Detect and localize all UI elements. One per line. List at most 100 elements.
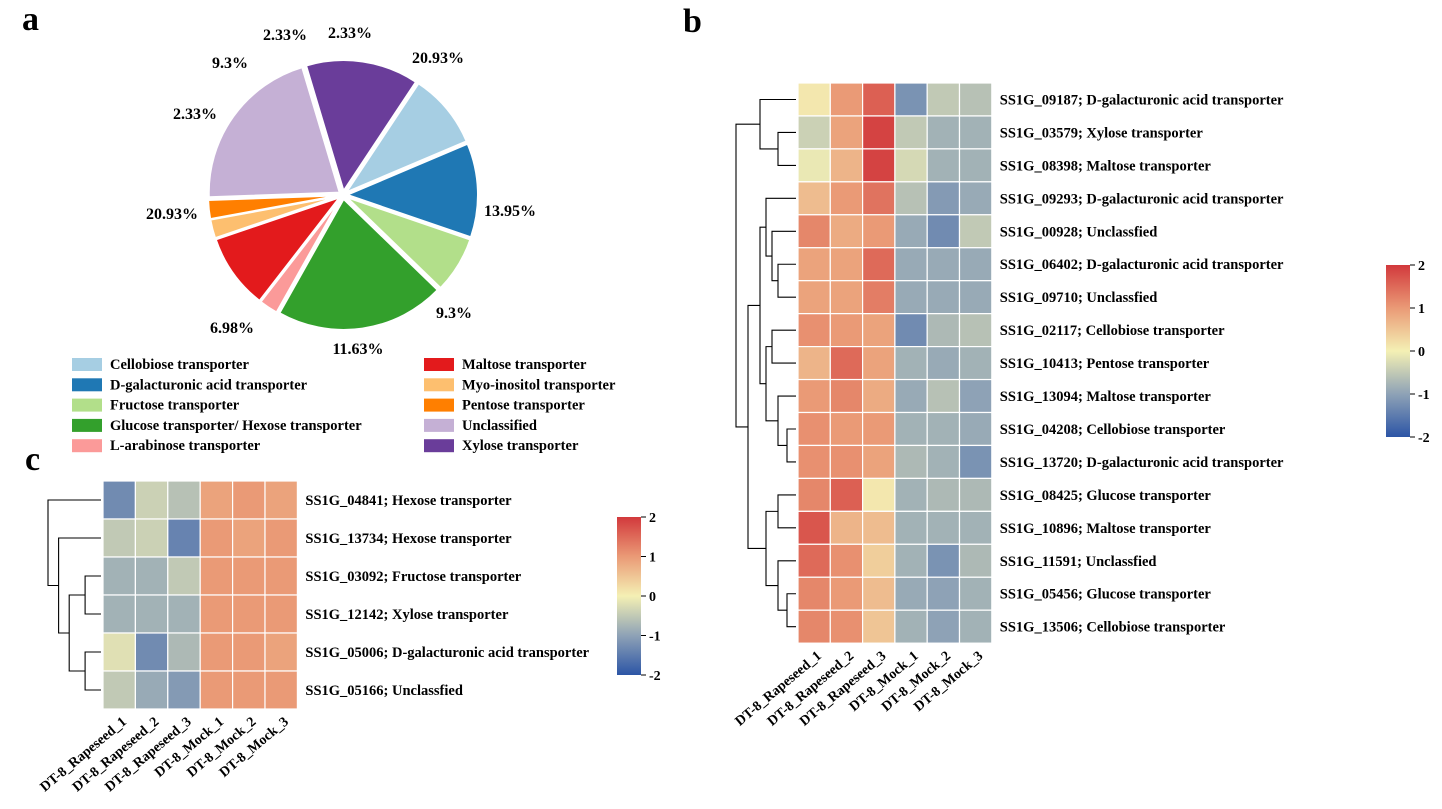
heatmap-cell	[797, 576, 831, 611]
dendrogram-branch	[771, 230, 796, 282]
heatmap-cell	[861, 444, 896, 480]
heatmap-cell	[958, 378, 993, 414]
pie-slice	[259, 197, 342, 314]
heatmap-cell	[958, 576, 993, 611]
pie-slice	[343, 81, 469, 195]
heatmap-cell	[958, 247, 993, 282]
heatmap-cell	[958, 115, 993, 150]
pie-legend: Cellobiose transporter D-galacturonic aci…	[72, 357, 616, 454]
heatmap-cell	[926, 181, 961, 216]
pie-percent-label: 9.3%	[212, 55, 248, 72]
heatmap-cell	[861, 280, 896, 315]
dendrogram-branch	[747, 304, 766, 549]
heatmap-cell	[829, 378, 864, 414]
heatmap-cell	[958, 82, 993, 117]
pie-slice	[304, 59, 418, 194]
heatmap-cell	[958, 313, 993, 348]
pie-chart	[207, 59, 479, 331]
legend-label: Maltose transporter	[462, 357, 587, 373]
row-label: SS1G_10896; Maltose transporter	[1000, 521, 1212, 537]
row-labels-b: SS1G_09187; D-galacturonic acid transpor…	[1000, 92, 1284, 635]
legend-label: Pentose transporter	[462, 398, 585, 414]
heatmap-cell	[264, 670, 299, 710]
dendrogram-branch	[84, 651, 101, 691]
heatmap-cell	[958, 510, 993, 545]
heatmap-cell	[829, 346, 864, 381]
legend-label: Glucose transporter/ Hexose transporter	[110, 418, 362, 434]
heatmap-cell	[926, 444, 961, 480]
row-label: SS1G_06402; D-galacturonic acid transpor…	[1000, 257, 1284, 273]
pie-slice	[277, 197, 440, 331]
heatmap-cell	[861, 477, 896, 512]
legend-label: L-arabinose transporter	[110, 438, 261, 454]
row-label: SS1G_04841; Hexose transporter	[305, 493, 512, 509]
pie-slice	[345, 196, 472, 290]
heatmap-cell	[894, 313, 928, 348]
row-dendrogram-c	[47, 499, 101, 691]
heatmap-cell	[829, 214, 864, 249]
heatmap-cell	[797, 543, 831, 578]
legend-swatch	[424, 378, 454, 392]
heatmap-cell	[926, 280, 961, 315]
heatmap-cell	[264, 594, 299, 634]
heatmap-cell	[926, 214, 961, 249]
heatmap-cell	[926, 313, 961, 348]
heatmap-cell	[264, 480, 299, 520]
row-label: SS1G_13720; D-galacturonic acid transpor…	[1000, 455, 1284, 471]
heatmap-cell	[829, 609, 864, 644]
heatmap-cell	[926, 609, 961, 644]
heatmap-cell	[102, 670, 137, 710]
colorbar-b: 2 1 0 -1 -2	[1386, 259, 1430, 446]
heatmap-cell	[829, 82, 864, 117]
legend-label: Xylose transporter	[462, 438, 579, 454]
row-label: SS1G_11591; Unclassfied	[1000, 554, 1157, 570]
heatmap-cell	[199, 556, 234, 596]
heatmap-cell	[861, 609, 896, 644]
heatmap-cell	[861, 115, 896, 150]
heatmap-cell	[861, 378, 896, 414]
heatmap-cell	[102, 480, 137, 520]
colorbar-tick-label: 0	[1418, 345, 1425, 360]
heatmap-cell	[861, 148, 896, 183]
heatmap-cell	[829, 576, 864, 611]
colorbar-gradient	[1386, 265, 1410, 437]
heatmap-cell	[829, 247, 864, 282]
heatmap-cell	[926, 82, 961, 117]
heatmap-cell	[232, 518, 266, 558]
legend-swatch	[424, 439, 454, 453]
heatmap-cell	[829, 444, 864, 480]
heatmap-cell	[894, 214, 928, 249]
heatmap-cell	[134, 480, 169, 520]
column-labels-b: DT-8_Rapeseed_1DT-8_Rapeseed_2DT-8_Rapes…	[733, 649, 987, 730]
colorbar-tick-label: 2	[649, 511, 656, 526]
heatmap-cell	[797, 280, 831, 315]
heatmap-cell	[797, 82, 831, 117]
heatmap-cell	[958, 280, 993, 315]
heatmap-cell	[861, 82, 896, 117]
dendrogram-branch	[68, 594, 86, 672]
pie-percent-label: 9.3%	[436, 305, 472, 322]
pie-slice	[207, 65, 342, 199]
heatmap-cell	[926, 115, 961, 150]
heatmap-cell	[926, 477, 961, 512]
heatmap-cell	[102, 556, 137, 596]
row-label: SS1G_05006; D-galacturonic acid transpor…	[305, 645, 589, 661]
heatmap-cell	[829, 313, 864, 348]
heatmap-cell	[797, 148, 831, 183]
heatmap-cell	[894, 148, 928, 183]
heatmap-cell	[199, 594, 234, 634]
heatmap-cell	[134, 670, 169, 710]
heatmap-cell	[199, 632, 234, 672]
heatmap-cell	[894, 477, 928, 512]
row-label: SS1G_08425; Glucose transporter	[1000, 488, 1212, 504]
heatmap-cell	[958, 181, 993, 216]
legend-swatch	[72, 358, 102, 371]
colorbar-gradient	[617, 517, 641, 675]
heatmap-cell	[958, 148, 993, 183]
pie-percent-label: 2.33%	[173, 106, 217, 123]
heatmap-cell	[167, 632, 201, 672]
dendrogram-branch	[735, 123, 760, 428]
heatmap-c	[102, 480, 299, 710]
heatmap-cell	[102, 518, 137, 558]
dendrogram-branch	[786, 593, 796, 628]
